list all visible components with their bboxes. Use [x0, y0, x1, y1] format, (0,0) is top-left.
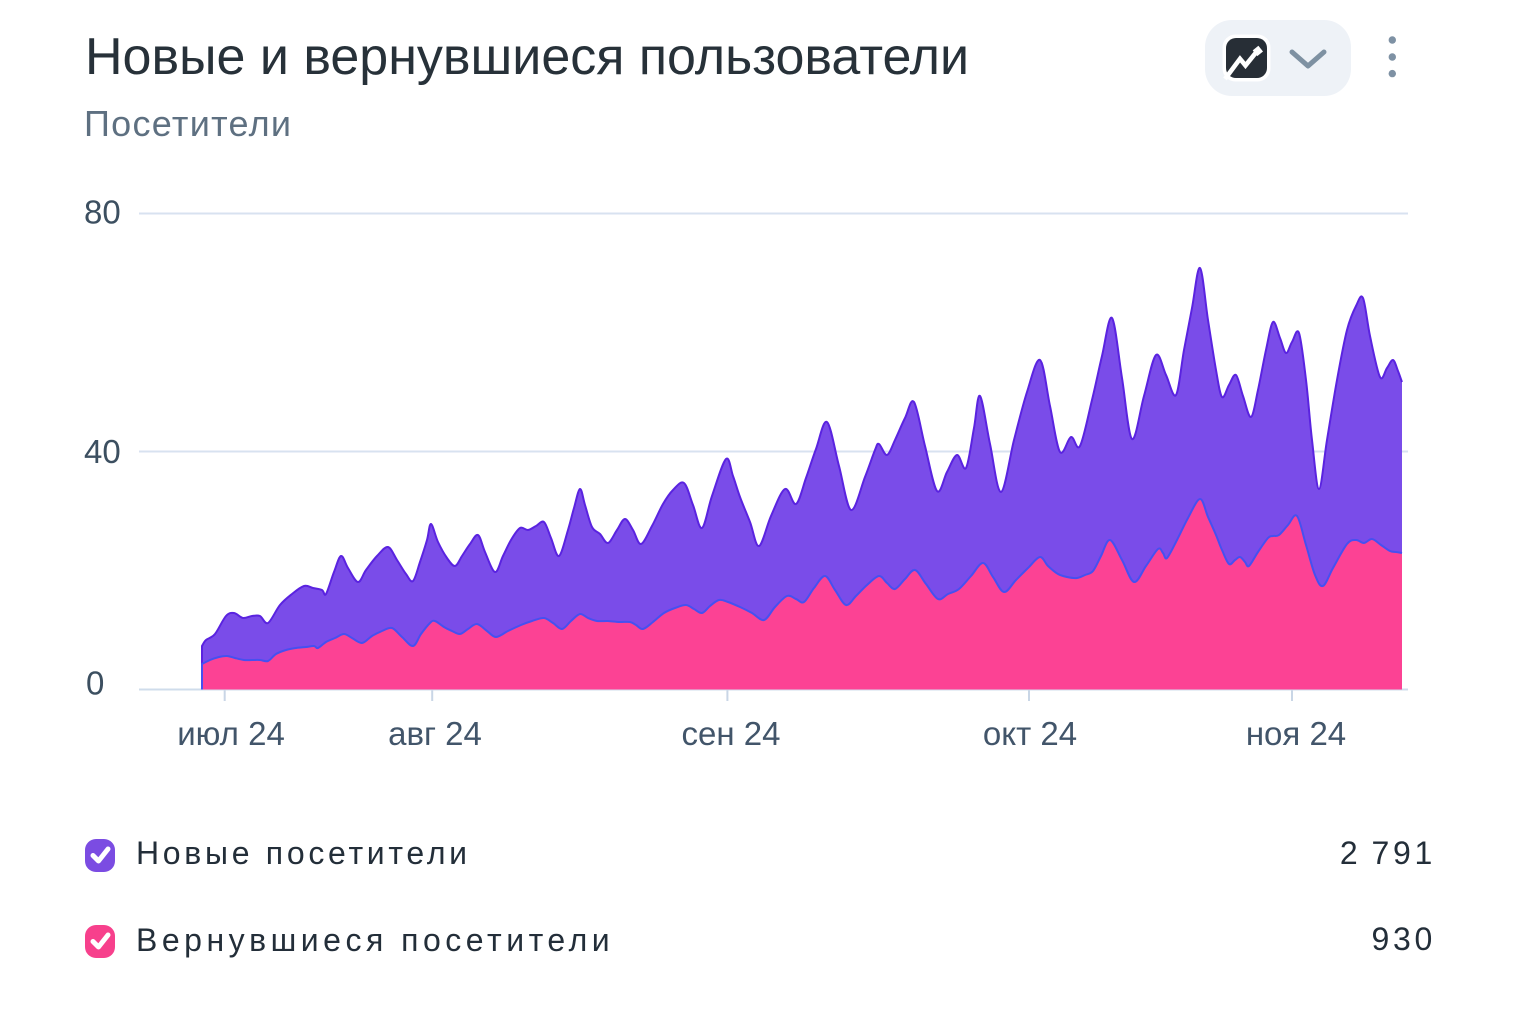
- svg-text:июл 24: июл 24: [177, 715, 285, 752]
- svg-text:авг 24: авг 24: [388, 715, 482, 752]
- svg-text:ноя 24: ноя 24: [1246, 715, 1346, 752]
- svg-text:сен 24: сен 24: [682, 715, 781, 752]
- svg-text:окт 24: окт 24: [983, 715, 1077, 752]
- svg-text:40: 40: [84, 433, 121, 470]
- svg-text:0: 0: [86, 665, 104, 702]
- svg-text:80: 80: [84, 194, 121, 231]
